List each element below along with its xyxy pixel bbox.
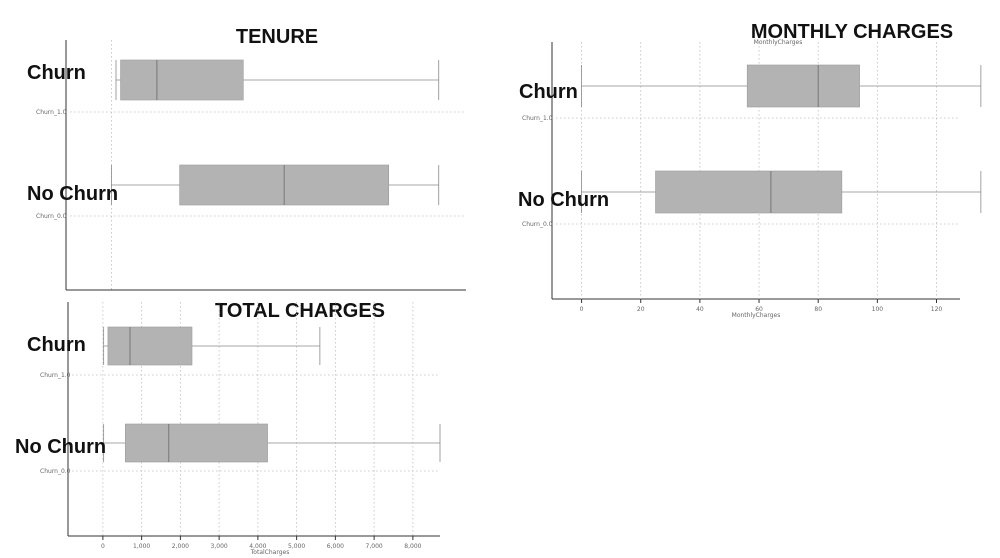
x-tick-label: 0 <box>101 543 105 550</box>
tenure-chart: TENURE Churn_1.0 Churn_0.0 Churn No Chur… <box>27 26 466 291</box>
boxplot-no-churn <box>103 423 441 463</box>
series-label-churn: Churn <box>27 62 86 84</box>
x-axis-label: TotalCharges <box>250 549 290 556</box>
x-tick-label: 3,000 <box>211 543 228 550</box>
series-label-churn: Churn <box>27 334 86 356</box>
category-label-churn: Churn_1.0 <box>40 372 71 379</box>
monthly-charges-chart: MONTHLY CHARGES MonthlyCharges 0 20 40 60 80… <box>518 21 982 319</box>
boxplot-churn <box>115 59 440 101</box>
x-ticks: 0 1,000 2,000 3,000 4,000 5,000 6,000 7,000 8,00… <box>101 536 422 550</box>
category-label-no-churn: Churn_0.0 <box>40 468 71 475</box>
series-label-no-churn: No Churn <box>27 183 118 205</box>
x-tick-label: 7,000 <box>366 543 383 550</box>
series-label-churn: Churn <box>519 81 578 103</box>
x-tick-label: 5,000 <box>288 543 305 550</box>
iqr-box <box>655 170 843 214</box>
gridlines <box>102 302 414 536</box>
boxplot-no-churn <box>581 170 982 214</box>
x-tick-label: 1,000 <box>133 543 150 550</box>
x-tick-label: 8,000 <box>404 543 421 550</box>
x-tick-label: 20 <box>637 306 645 313</box>
iqr-box <box>125 423 268 463</box>
x-tick-label: 120 <box>931 306 943 313</box>
chart-title: TOTAL CHARGES <box>215 300 385 322</box>
boxplot-churn <box>103 326 321 366</box>
x-axis-label: MonthlyCharges <box>732 312 781 319</box>
axis-title-small: MonthlyCharges <box>754 39 803 46</box>
x-tick-label: 100 <box>872 306 884 313</box>
x-tick-label: 2,000 <box>172 543 189 550</box>
iqr-box <box>120 59 244 101</box>
x-ticks: 0 20 40 60 80 100 120 <box>580 299 943 313</box>
series-label-no-churn: No Churn <box>518 189 609 211</box>
chart-title: TENURE <box>236 26 318 48</box>
x-tick-label: 6,000 <box>327 543 344 550</box>
x-tick-label: 0 <box>580 306 584 313</box>
x-tick-label: 80 <box>814 306 822 313</box>
x-tick-label: 4,000 <box>249 543 266 550</box>
chart-title: MONTHLY CHARGES <box>751 21 953 43</box>
category-label-no-churn: Churn_0.0 <box>36 213 67 220</box>
boxplot-churn <box>581 64 982 108</box>
x-tick-label: 40 <box>696 306 704 313</box>
gridlines <box>581 42 937 299</box>
category-label-no-churn: Churn_0.0 <box>522 221 553 228</box>
total-charges-chart: TOTAL CHARGES 0 1,000 2,000 3,000 4,000 5,000… <box>15 300 441 556</box>
category-label-churn: Churn_1.0 <box>36 109 67 116</box>
category-label-churn: Churn_1.0 <box>522 115 553 122</box>
x-tick-label: 60 <box>755 306 763 313</box>
iqr-box <box>746 64 860 108</box>
boxplot-no-churn <box>111 164 440 206</box>
series-label-no-churn: No Churn <box>15 436 106 458</box>
iqr-box <box>107 326 193 366</box>
